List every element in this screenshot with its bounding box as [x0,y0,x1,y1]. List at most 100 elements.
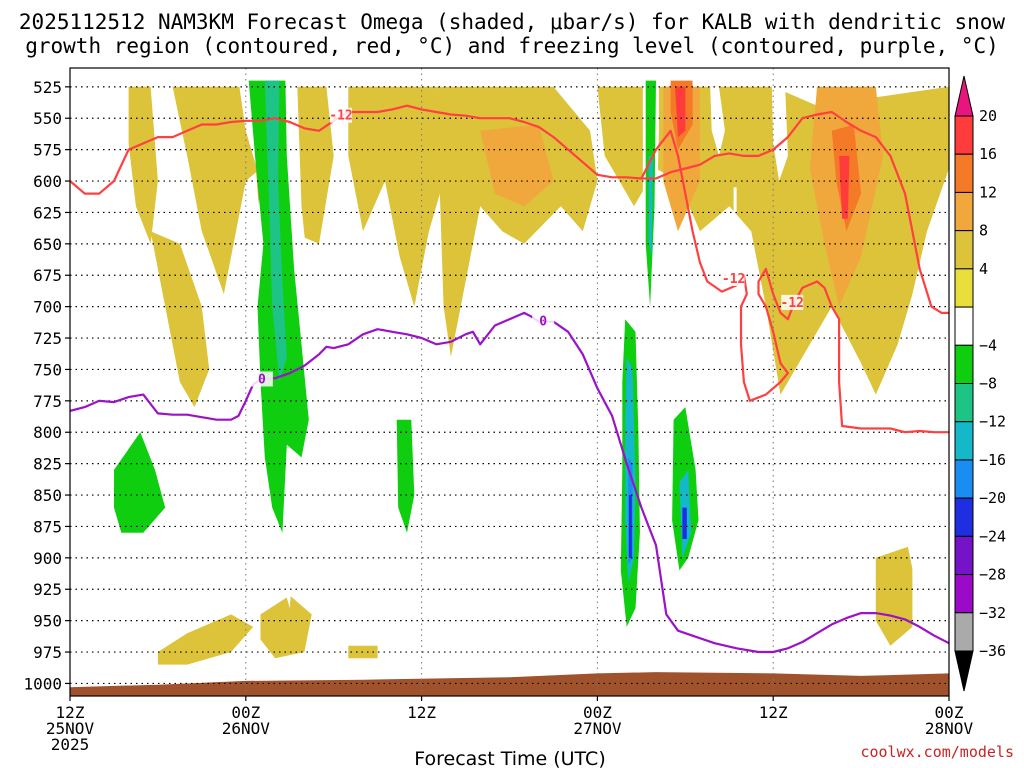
y-tick-label-875: 875 [33,517,62,536]
colorbar: 20 16 12 8 4 −4 −8 −12 −16 −20 −24 −28 −32 −36 [954,75,1006,692]
omega-region-purple-main [628,495,632,558]
contours: -12 -12 -12 0 0 [70,104,949,654]
omega-region-blue-col-a [264,80,287,382]
x-tick-label-0-1: 25NOV [46,719,95,738]
x-tick-label-3-0: 00Z [583,703,612,722]
y-tick-label-575: 575 [33,141,62,160]
colorbar-bin-3 [954,230,974,270]
omega-region-green-upper-right [710,86,725,156]
chart-title: 2025112512 NAM3KM Forecast Omega (shaded… [19,10,1006,58]
colorbar-bin-8 [954,421,974,461]
omega-region-yellow-lower-2 [260,595,312,659]
dgz-contour-label-bg-1 [722,271,745,287]
omega-region-green-speck-1 [345,300,349,322]
omega-region-yellow-lower-1 [157,614,254,665]
freezing-contour-label-0: 0 [258,372,266,387]
y-tick-label-675: 675 [33,266,62,285]
y-tick-label-625: 625 [33,203,62,222]
y-tick-label-900: 900 [33,549,62,568]
x-tick-label-4-0: 12Z [759,703,788,722]
colorbar-label-9: −20 [979,489,1006,507]
colorbar-label-8: −16 [979,451,1006,469]
colorbar-label-3: 8 [979,222,988,240]
x-tick-label-5-1: 28NOV [925,719,974,738]
freezing-contour-label-bg-0 [250,371,273,387]
x-tick-label-1-0: 00Z [231,703,260,722]
freezing-contour-label-bg-1 [532,313,555,329]
colorbar-bin-12 [954,574,974,614]
omega-region-green-right-edge [897,306,949,583]
y-tick-label-1000: 1000 [23,674,62,693]
colorbar-bin-13 [954,612,974,652]
x-tick-label-0-2: 2025 [51,735,90,754]
y-tick-label-750: 750 [33,360,62,379]
omega-region-teal-left [114,432,166,533]
y-tick-label-850: 850 [33,486,62,505]
omega-region-orange-2 [480,124,554,207]
colorbar-bin-4 [954,268,974,308]
colorbar-bin-1 [954,153,974,193]
y-tick-label-775: 775 [33,392,62,411]
y-tick-label-700: 700 [33,298,62,317]
dgz-contour-line-0 [70,104,949,434]
colorbar-top-arrow [954,75,974,117]
y-tick-label-825: 825 [33,455,62,474]
dgz-contour-label-0: -12 [329,109,352,124]
omega-region-yellow-upper-2 [150,231,210,408]
credit-text: coolwx.com/models [860,743,1014,761]
omega-shading [78,80,949,665]
colorbar-bin-2 [954,191,974,232]
colorbar-label-6: −8 [979,375,997,393]
omega-region-green-col-b [319,281,341,420]
dgz-contour-line-1 [641,110,949,314]
x-tick-label-5-0: 00Z [935,703,964,722]
y-tick-label-925: 925 [33,580,62,599]
y-tick-label-975: 975 [33,643,62,662]
colorbar-bin-0 [954,115,974,155]
dgz-contour-label-bg-0 [330,107,353,123]
colorbar-label-2: 12 [979,183,997,201]
omega-region-yellow-upper-1 [128,86,158,244]
colorbar-bin-9 [954,459,974,499]
y-tick-label-725: 725 [33,329,62,348]
x-tick-label-0-0: 12Z [56,703,85,722]
omega-region-green-right-low [834,400,869,521]
omega-region-yellow-mid [436,86,598,357]
colorbar-label-13: −36 [979,642,1006,660]
colorbar-label-5: −4 [979,336,997,354]
colorbar-bin-11 [954,535,974,576]
colorbar-label-11: −28 [979,566,1006,584]
freezing-contour-label-1: 0 [539,315,547,330]
y-axis: 525 550 575 600 625 650 675 700 725 750 775 800 825 8… [23,78,70,693]
y-tick-label-950: 950 [33,612,62,631]
x-tick-label-2-0: 12Z [407,703,436,722]
x-axis-title: Forecast Time (UTC) [414,748,605,768]
y-tick-label-650: 650 [33,235,62,254]
plot-area: -12 -12 -12 0 0 [69,67,950,697]
colorbar-label-7: −12 [979,413,1006,431]
omega-region-red-2 [839,155,850,219]
omega-region-green-col-d [480,382,503,558]
x-tick-label-3-1: 27NOV [573,719,622,738]
y-tick-label-550: 550 [33,109,62,128]
colorbar-label-4: 4 [979,260,988,278]
terrain-fill [70,672,949,696]
y-tick-label-600: 600 [33,172,62,191]
omega-region-red-1 [675,86,686,138]
title-line-1: 2025112512 NAM3KM Forecast Omega (shaded… [19,10,1006,34]
colorbar-bin-7 [954,383,974,423]
plot-frame [69,67,950,697]
colorbar-label-0: 20 [979,107,997,125]
colorbar-bin-6 [954,344,974,384]
omega-region-purple-col-f [682,507,687,539]
omega-region-green-speck-2 [733,187,737,213]
title-line-2: growth region (contoured, red, °C) and f… [25,34,999,58]
omega-region-yellow-cols-2 [348,86,444,307]
colorbar-bin-10 [954,497,974,537]
freezing-contour-line-0 [70,311,949,654]
omega-region-teal-col-c [396,419,415,533]
dgz-contour-label-bg-2 [781,294,804,310]
y-tick-label-800: 800 [33,423,62,442]
omega-region-green-col-e [557,306,613,609]
